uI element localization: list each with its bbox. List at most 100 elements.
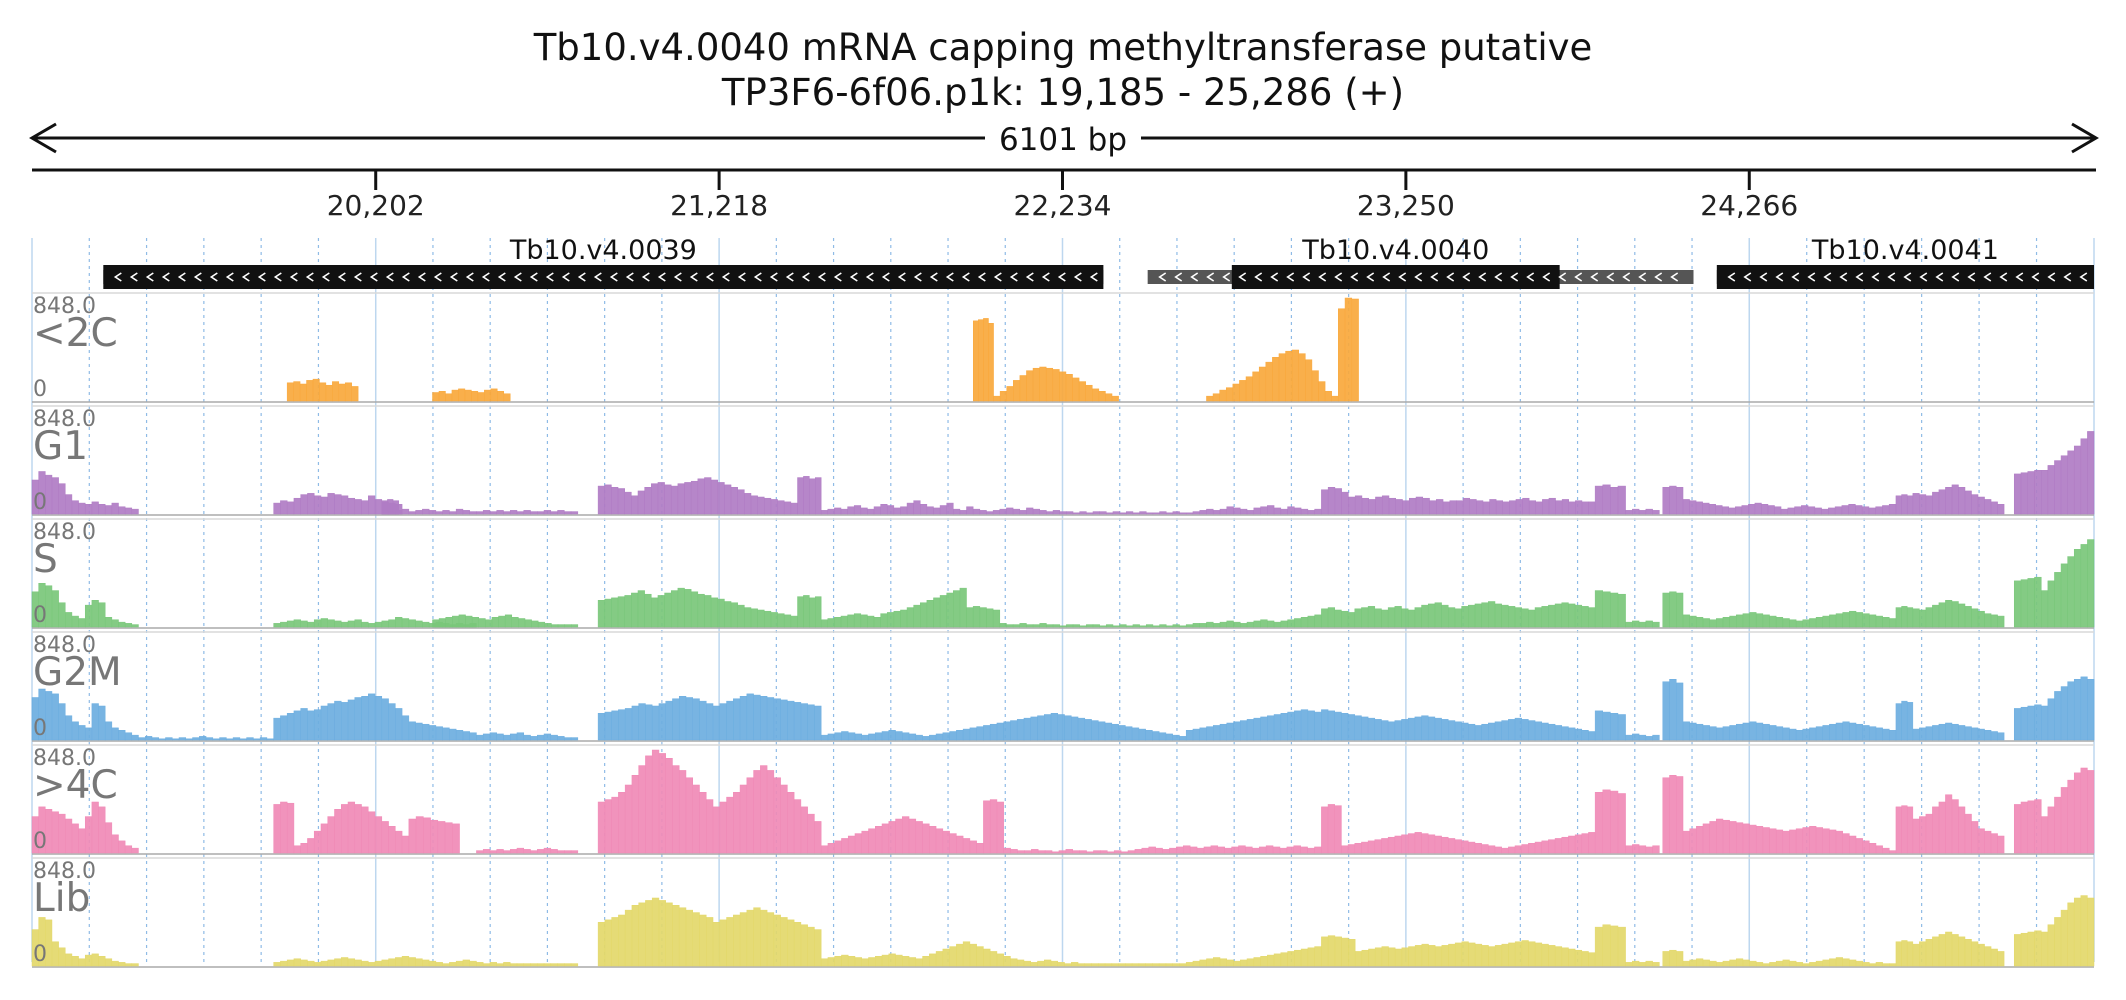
- coverage-bar: [2041, 705, 2049, 741]
- coverage-bar: [1617, 793, 1626, 854]
- coverage-bar: [489, 511, 497, 515]
- coverage-bar: [65, 494, 73, 515]
- coverage-bar: [319, 382, 327, 402]
- coverage-bar: [939, 505, 947, 515]
- coverage-bar: [340, 621, 349, 628]
- coverage-bar: [1835, 957, 1843, 967]
- track-0: 848.0<2C0: [32, 292, 2094, 403]
- coverage-bar: [1652, 845, 1660, 854]
- coverage-bar: [280, 500, 288, 515]
- coverage-bar: [1010, 849, 1018, 854]
- track-name-label: S: [33, 537, 58, 582]
- coverage-bar: [1842, 612, 1850, 628]
- coverage-bar: [327, 703, 335, 741]
- coverage-bar: [503, 511, 511, 515]
- coverage-bar: [935, 951, 944, 967]
- coverage-bar: [1189, 846, 1198, 854]
- coverage-bar: [1514, 941, 1523, 967]
- coverage-bar: [1032, 624, 1040, 628]
- coverage-bar: [1932, 604, 1940, 628]
- coverage-bar: [1260, 619, 1268, 628]
- coverage-bar: [482, 963, 491, 967]
- coverage-bar: [1912, 728, 1920, 741]
- ruler-tick-label-3: 23,250: [1357, 189, 1455, 222]
- coverage-bar: [840, 508, 848, 515]
- coverage-bar: [1314, 946, 1322, 967]
- coverage-bar: [1233, 507, 1241, 515]
- coverage-bar: [185, 738, 193, 741]
- coverage-bar: [111, 834, 119, 854]
- coverage-bar: [516, 963, 525, 967]
- coverage-bar: [637, 590, 645, 628]
- coverage-bar: [395, 510, 403, 515]
- coverage-bar: [246, 737, 254, 741]
- coverage-bar: [1662, 951, 1670, 967]
- coverage-bar: [733, 698, 741, 741]
- coverage-bar: [986, 608, 994, 628]
- coverage-bar: [1809, 727, 1817, 741]
- coverage-bar: [651, 597, 659, 628]
- coverage-bar: [1159, 624, 1167, 628]
- coverage-bar: [1468, 723, 1476, 741]
- coverage-bar: [1842, 721, 1850, 741]
- coverage-bar: [1741, 505, 1749, 515]
- coverage-bar: [1086, 512, 1094, 515]
- coverage-bar: [401, 508, 410, 515]
- coverage-bar: [1990, 614, 1998, 628]
- coverage-bar: [570, 963, 579, 967]
- track-min-label: 0: [33, 490, 47, 515]
- coverage-bar: [408, 619, 416, 628]
- coverage-bar: [1045, 367, 1054, 402]
- coverage-bar: [1787, 507, 1795, 515]
- coverage-bar: [834, 507, 842, 515]
- coverage-bar: [415, 816, 424, 854]
- coverage-bar: [993, 395, 1001, 402]
- coverage-bar: [58, 703, 66, 741]
- coverage-bar: [293, 381, 301, 402]
- coverage-bar: [1901, 940, 1908, 967]
- coverage-bar: [1862, 725, 1870, 741]
- coverage-bar: [1971, 941, 1979, 967]
- coverage-bar: [651, 705, 660, 741]
- coverage-bar: [1086, 624, 1094, 628]
- coverage-bar: [733, 792, 741, 854]
- coverage-bar: [746, 909, 754, 967]
- coverage-bar: [1134, 849, 1143, 854]
- coverage-bar: [868, 957, 876, 967]
- coverage-bar: [1815, 617, 1824, 628]
- coverage-bar: [300, 620, 308, 628]
- coverage-bar: [537, 511, 545, 515]
- coverage-bar: [1031, 849, 1039, 854]
- coverage-bar: [564, 963, 572, 967]
- coverage-bar: [712, 705, 721, 741]
- coverage-bar: [1581, 951, 1589, 967]
- coverage-bar: [1474, 943, 1483, 967]
- coverage-bar: [1951, 934, 1959, 967]
- coverage-bar: [1951, 799, 1959, 854]
- coverage-bar: [422, 508, 430, 515]
- coverage-bar: [1501, 943, 1509, 967]
- coverage-bar: [462, 510, 470, 515]
- coverage-bar: [770, 499, 778, 515]
- coverage-bar: [834, 956, 842, 967]
- coverage-bar: [1945, 600, 1953, 628]
- coverage-bar: [124, 732, 133, 741]
- coverage-bar: [1951, 723, 1959, 741]
- coverage-bar: [787, 700, 795, 741]
- coverage-bar: [913, 500, 921, 515]
- coverage-bar: [1185, 730, 1194, 741]
- coverage-bar: [1932, 725, 1940, 741]
- coverage-bar: [1050, 713, 1059, 741]
- coverage-bar: [1561, 836, 1569, 854]
- coverage-bar: [793, 922, 802, 967]
- coverage-bar: [1682, 960, 1690, 967]
- track-min-label: 0: [33, 942, 47, 967]
- coverage-bar: [1669, 949, 1677, 967]
- coverage-bar: [1152, 731, 1160, 741]
- coverage-bar: [1118, 963, 1126, 967]
- coverage-bar: [368, 495, 376, 515]
- coverage-bar: [205, 737, 214, 741]
- coverage-bar: [286, 959, 295, 967]
- coverage-bar: [1469, 499, 1477, 515]
